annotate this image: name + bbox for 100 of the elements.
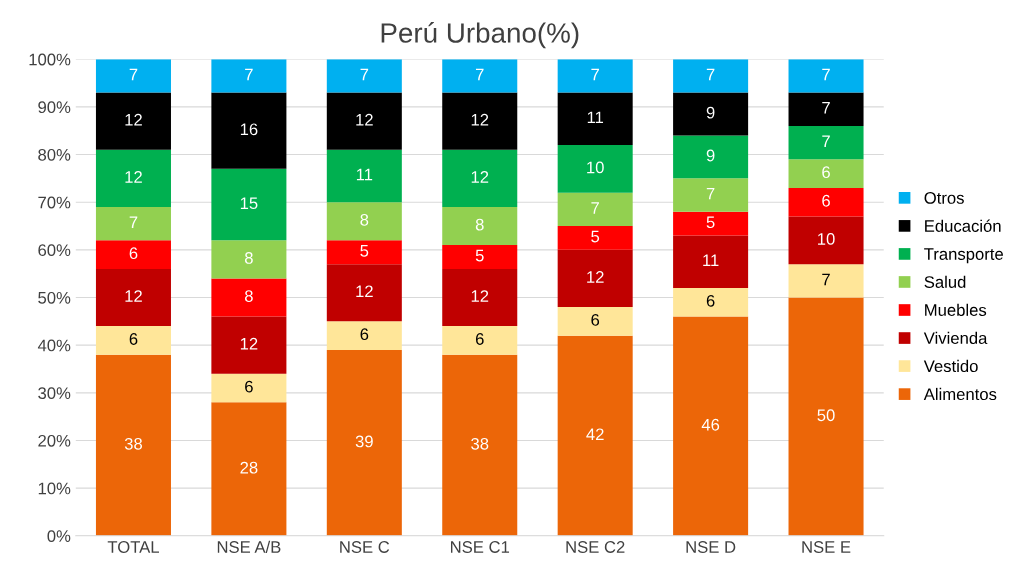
- bar: [211, 59, 287, 93]
- bar: [442, 149, 518, 207]
- bar: [788, 159, 864, 188]
- legend-label: Vestido: [923, 359, 978, 373]
- bar: [326, 149, 402, 203]
- legend-label: Muebles: [925, 303, 987, 316]
- data-label: 46: [701, 418, 720, 431]
- bar: [673, 135, 749, 179]
- data-label: 12: [125, 113, 142, 126]
- data-label: 8: [475, 218, 484, 231]
- bar: [788, 59, 864, 93]
- data-label: 11: [703, 254, 719, 267]
- data-label: 7: [129, 68, 138, 81]
- bar: [557, 307, 633, 336]
- bar: [557, 192, 633, 227]
- y-tick-label: 70%: [38, 196, 71, 209]
- bar: [673, 287, 749, 317]
- data-label: 12: [125, 290, 142, 302]
- bar: [326, 202, 402, 241]
- y-tick-label: 80%: [38, 148, 71, 161]
- y-tick-label: 20%: [38, 434, 71, 447]
- legend-label: Vivienda: [923, 331, 988, 345]
- bar: [788, 216, 864, 265]
- data-label: 6: [129, 247, 138, 260]
- y-tick-label: 10%: [38, 482, 71, 495]
- legend-label: Educación: [925, 219, 1001, 232]
- y-tick-label: 40%: [37, 339, 71, 352]
- data-label: 6: [245, 380, 253, 393]
- x-tick-label: NSE A/B: [217, 540, 281, 553]
- x-tick-label: NSE C1: [451, 541, 510, 553]
- bar: [211, 316, 287, 374]
- bar: [326, 92, 402, 150]
- y-tick-label: 90%: [38, 101, 71, 114]
- data-label: 12: [471, 171, 489, 183]
- bar: [95, 206, 171, 241]
- bar: [211, 278, 287, 317]
- data-label: 6: [591, 314, 600, 326]
- data-label: 10: [587, 161, 604, 174]
- data-label: 7: [591, 202, 599, 214]
- data-label: 12: [587, 271, 604, 283]
- bar: [557, 92, 633, 145]
- data-label: 6: [706, 294, 715, 307]
- data-label: 7: [822, 68, 830, 81]
- bar: [442, 92, 518, 150]
- data-label: 8: [244, 252, 253, 264]
- x-tick-label: TOTAL: [107, 541, 160, 553]
- data-label: 12: [125, 171, 142, 183]
- bar: [788, 92, 864, 126]
- bar: [673, 235, 749, 288]
- data-label: 38: [471, 437, 489, 450]
- x-tick-label: NSE C2: [566, 541, 625, 553]
- data-label: 7: [360, 68, 369, 81]
- data-label: 5: [706, 216, 715, 229]
- data-label: 8: [360, 213, 369, 226]
- bar: [95, 354, 171, 536]
- data-label: 6: [129, 333, 138, 345]
- data-label: 9: [706, 106, 715, 119]
- data-label: 7: [129, 216, 138, 228]
- bar: [557, 249, 633, 308]
- bar: [326, 240, 402, 265]
- y-tick-label: 0%: [47, 530, 71, 542]
- y-tick-label: 30%: [38, 387, 71, 400]
- bar: [326, 59, 402, 93]
- data-label: 12: [356, 113, 373, 126]
- data-label: 6: [475, 333, 484, 345]
- bar: [442, 245, 518, 269]
- data-label: 11: [587, 111, 604, 124]
- bar: [442, 354, 518, 536]
- bar: [211, 240, 287, 279]
- legend-label: Salud: [924, 275, 966, 288]
- bar: [442, 206, 518, 246]
- bar: [95, 326, 171, 355]
- bar: [788, 125, 864, 160]
- bar: [326, 349, 402, 536]
- data-label: 6: [822, 194, 830, 207]
- data-label: 8: [244, 290, 253, 302]
- bar: [557, 59, 633, 93]
- data-label: 5: [360, 245, 369, 257]
- bar: [557, 226, 633, 250]
- bar: [95, 59, 171, 93]
- data-label: 9: [706, 149, 715, 162]
- data-label: 5: [591, 230, 600, 243]
- y-tick-label: 50%: [38, 291, 71, 304]
- data-label: 5: [475, 249, 484, 262]
- bar: [788, 187, 864, 217]
- data-label: 12: [356, 285, 373, 298]
- bar: [788, 264, 864, 298]
- data-label: 39: [355, 435, 373, 448]
- bar: [673, 92, 749, 136]
- bar: [95, 240, 171, 269]
- data-label: 7: [475, 68, 484, 81]
- legend-label: Transporte: [924, 248, 1003, 264]
- data-label: 6: [360, 328, 369, 341]
- data-label: 50: [817, 409, 835, 422]
- bar: [95, 149, 171, 207]
- y-tick-label: 60%: [38, 244, 71, 257]
- bar: [326, 321, 402, 350]
- legend-label: Otros: [924, 192, 964, 204]
- data-label: 12: [240, 337, 258, 350]
- bar: [326, 264, 402, 322]
